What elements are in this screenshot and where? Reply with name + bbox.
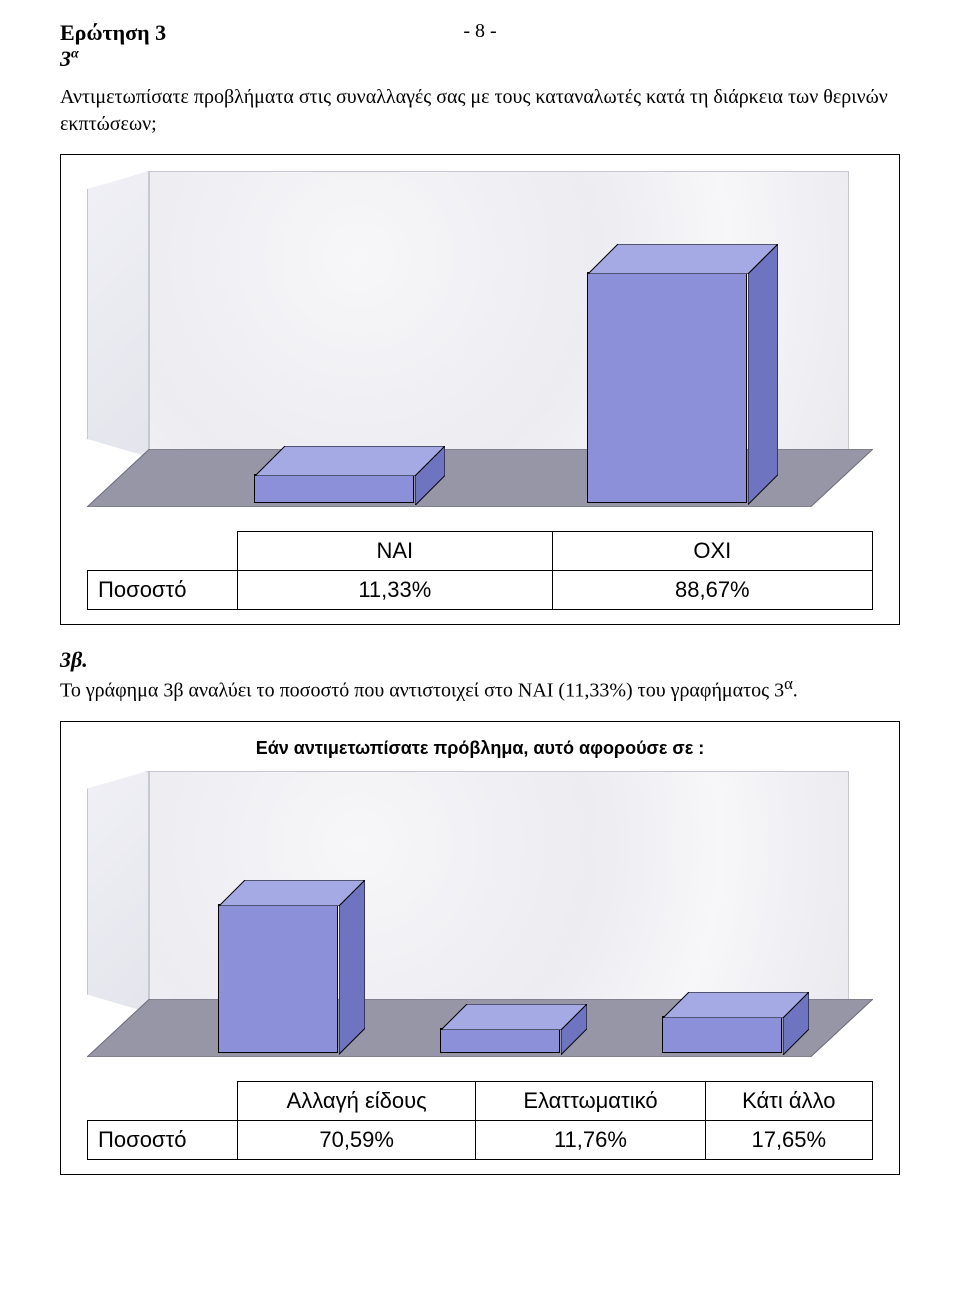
question-sub-num: 3 bbox=[60, 46, 71, 71]
subq-label: 3β. bbox=[60, 647, 900, 673]
bar bbox=[218, 904, 338, 1052]
chart1-box: ΝΑΙ ΟΧΙ Ποσοστό 11,33% 88,67% bbox=[60, 154, 900, 625]
chart2-header-row: Αλλαγή είδους Ελαττωματικό Κάτι άλλο bbox=[88, 1081, 873, 1120]
bar-front bbox=[587, 272, 747, 503]
question-text: Αντιμετωπίσατε προβλήματα στις συναλλαγέ… bbox=[60, 84, 900, 138]
chart1-header-row: ΝΑΙ ΟΧΙ bbox=[88, 532, 873, 571]
chart2-val-1: 11,76% bbox=[476, 1120, 705, 1159]
chart1-table: ΝΑΙ ΟΧΙ Ποσοστό 11,33% 88,67% bbox=[87, 531, 873, 610]
chart1-bars bbox=[167, 171, 833, 503]
bar bbox=[254, 474, 414, 503]
bar-side bbox=[783, 992, 809, 1055]
chart2-val-2: 17,65% bbox=[705, 1120, 872, 1159]
bar-side bbox=[339, 880, 365, 1054]
page-number: - 8 - bbox=[463, 20, 496, 43]
bar-side bbox=[415, 446, 445, 505]
question-sub: 3α bbox=[60, 46, 900, 72]
bar bbox=[662, 1016, 782, 1053]
chart1-val-1: 88,67% bbox=[552, 571, 872, 610]
chart2-cat-1: Ελαττωματικό bbox=[476, 1081, 705, 1120]
chart2-left-wall bbox=[87, 771, 149, 1013]
chart2-data-row: Ποσοστό 70,59% 11,76% 17,65% bbox=[88, 1120, 873, 1159]
chart1-row-label: Ποσοστό bbox=[88, 571, 238, 610]
bar-front bbox=[218, 904, 338, 1052]
subq-text-prefix: Το γράφημα 3β αναλύει το ποσοστό που αντ… bbox=[60, 680, 784, 702]
chart2-val-0: 70,59% bbox=[238, 1120, 476, 1159]
chart1-val-0: 11,33% bbox=[238, 571, 553, 610]
bar-front bbox=[254, 474, 414, 503]
chart1-cat-0: ΝΑΙ bbox=[238, 532, 553, 571]
chart2-area bbox=[87, 771, 873, 1071]
bar bbox=[587, 272, 747, 503]
chart1-area bbox=[87, 171, 873, 521]
chart2-row-label: Ποσοστό bbox=[88, 1120, 238, 1159]
bar-side bbox=[561, 1004, 587, 1055]
question-sub-sup: α bbox=[71, 47, 79, 62]
chart2-corner-cell bbox=[88, 1081, 238, 1120]
chart2-title: Εάν αντιμετωπίσατε πρόβλημα, αυτό αφορού… bbox=[87, 738, 873, 759]
chart2-cat-2: Κάτι άλλο bbox=[705, 1081, 872, 1120]
chart2-bars bbox=[167, 771, 833, 1053]
subq-text-sup: α bbox=[784, 674, 793, 693]
bar bbox=[440, 1028, 560, 1053]
subq-text-suffix: . bbox=[793, 680, 798, 702]
chart1-left-wall bbox=[87, 171, 149, 457]
chart2-table: Αλλαγή είδους Ελαττωματικό Κάτι άλλο Ποσ… bbox=[87, 1081, 873, 1160]
bar-side bbox=[748, 244, 778, 505]
chart1-data-row: Ποσοστό 11,33% 88,67% bbox=[88, 571, 873, 610]
chart1-corner-cell bbox=[88, 532, 238, 571]
chart2-box: Εάν αντιμετωπίσατε πρόβλημα, αυτό αφορού… bbox=[60, 721, 900, 1175]
bar-front bbox=[440, 1028, 560, 1053]
bar-front bbox=[662, 1016, 782, 1053]
chart1-cat-1: ΟΧΙ bbox=[552, 532, 872, 571]
subq-text: Το γράφημα 3β αναλύει το ποσοστό που αντ… bbox=[60, 673, 900, 705]
chart2-cat-0: Αλλαγή είδους bbox=[238, 1081, 476, 1120]
